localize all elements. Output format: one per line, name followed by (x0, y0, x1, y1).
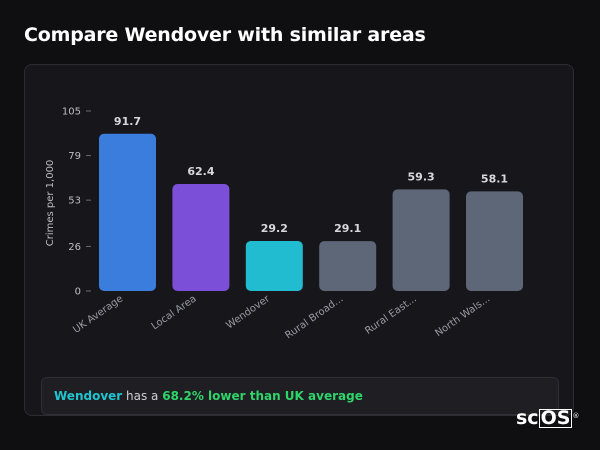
x-category-label: North Wals... (433, 293, 492, 339)
page-title: Compare Wendover with similar areas (24, 24, 426, 46)
summary-area-name: Wendover (54, 389, 123, 403)
bar (99, 133, 156, 291)
x-category-label: Rural Broad... (283, 293, 345, 341)
bar-chart: Crimes per 1,000 0 26 53 79 105 91.7 UK Average… (45, 107, 523, 341)
y-tick-label: 105 (62, 107, 81, 118)
x-category-label: Local Area (150, 293, 199, 332)
comparison-card: Crimes per 1,000 0 26 53 79 105 91.7 UK Average… (24, 64, 574, 416)
bar-value-label: 29.1 (334, 222, 361, 235)
summary-text: has a (122, 389, 163, 403)
bar-value-label: 91.7 (114, 115, 141, 128)
bar-value-label: 58.1 (481, 172, 508, 185)
bar (392, 189, 450, 291)
bar-value-label: 62.4 (187, 165, 214, 178)
bar (319, 241, 377, 291)
summary-highlight: 68.2% lower than UK average (162, 389, 363, 403)
y-axis-label: Crimes per 1,000 (45, 160, 56, 247)
scos-logo: sc OS ® (516, 407, 579, 429)
summary-banner: Wendover has a 68.2% lower than UK avera… (41, 377, 559, 415)
x-category-label: Rural East... (363, 293, 419, 337)
y-tick-label: 53 (68, 196, 81, 207)
logo-boxed-text: OS (538, 407, 573, 429)
bar (172, 184, 230, 291)
x-category-label: Wendover (224, 293, 272, 331)
y-tick-label: 26 (68, 242, 81, 253)
registered-mark: ® (572, 412, 580, 420)
y-tick-label: 0 (75, 287, 81, 298)
x-category-label: UK Average (71, 293, 125, 335)
bar (245, 240, 303, 291)
bar (466, 191, 523, 291)
bar-value-label: 29.2 (261, 222, 288, 235)
y-tick-label: 79 (68, 151, 81, 162)
bar-value-label: 59.3 (408, 170, 435, 183)
logo-text: sc (516, 407, 539, 429)
